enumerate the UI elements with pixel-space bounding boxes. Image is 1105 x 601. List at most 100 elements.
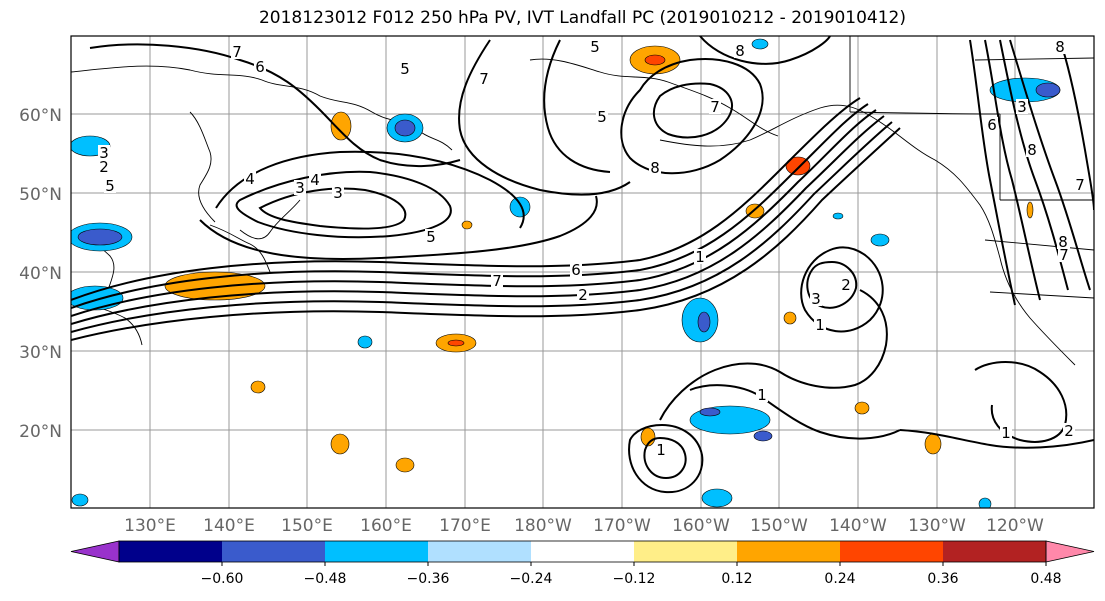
contour-label: 7 xyxy=(232,43,242,61)
colorbar-tick-label: −0.60 xyxy=(201,571,244,587)
colorbar-tick-label: 0.48 xyxy=(1030,571,1061,587)
contour-label: 8 xyxy=(735,42,745,60)
contour-label: 7 xyxy=(1075,176,1085,194)
colorbar-frame xyxy=(118,540,1047,563)
contour-label: 8 xyxy=(1055,38,1065,56)
contour-label-bg xyxy=(734,43,746,58)
colorbar xyxy=(70,540,1095,563)
lat-label: 30°N xyxy=(19,343,62,363)
contour-label: 6 xyxy=(571,261,581,279)
colorbar-extend-high xyxy=(1045,540,1095,563)
lon-label: 150°W xyxy=(750,516,808,536)
lon-label: 130°E xyxy=(124,516,176,536)
colorbar-segment xyxy=(634,541,738,562)
colorbar-tick-label: −0.48 xyxy=(304,571,347,587)
contour-label: 8 xyxy=(650,159,660,177)
contour-label-bg xyxy=(294,180,306,195)
contour-label-bg xyxy=(244,171,256,186)
colorbar-segment xyxy=(428,541,532,562)
lon-label: 160°W xyxy=(672,516,730,536)
lat-label: 60°N xyxy=(19,106,62,126)
colorbar-tick-label: 0.24 xyxy=(824,571,855,587)
colorbar-tick-label: −0.36 xyxy=(407,571,450,587)
contour-label-bg xyxy=(1016,99,1028,114)
contour-label-bg xyxy=(1057,234,1069,249)
colorbar-tick-label: 0.36 xyxy=(927,571,958,587)
lat-label: 50°N xyxy=(19,185,62,205)
contour-label-bg xyxy=(649,160,661,175)
colorbar-tick-label: −0.12 xyxy=(613,571,656,587)
contour-label-bg xyxy=(254,59,266,74)
contour-label-bg xyxy=(570,262,582,277)
contour-label: 4 xyxy=(245,170,255,188)
contour-label: 1 xyxy=(815,316,825,334)
lon-label: 180°W xyxy=(514,516,572,536)
contour-label: 3 xyxy=(99,144,109,162)
contour-label-bg xyxy=(491,273,503,288)
colorbar-extend-low xyxy=(70,540,120,563)
lon-label: 170°W xyxy=(593,516,651,536)
contour-label-bg xyxy=(655,442,667,457)
longitude-labels: 130°E 140°E 150°E 160°E 170°E 180°W 170°… xyxy=(124,516,1044,536)
lon-label: 130°W xyxy=(908,516,966,536)
contour-label: 2 xyxy=(99,158,109,176)
contour-label: 2 xyxy=(841,276,851,294)
contour-label: 6 xyxy=(255,58,265,76)
contour-label-bg xyxy=(478,71,490,86)
contour-label: 1 xyxy=(656,441,666,459)
contour-label-bg xyxy=(1058,247,1070,262)
ivt-contours xyxy=(71,36,1094,494)
contour-label: 4 xyxy=(310,171,320,189)
contour-label-bg xyxy=(1063,423,1075,438)
colorbar-tick-label: 0.12 xyxy=(721,571,752,587)
contour-label: 5 xyxy=(400,60,410,78)
map-title: 2018123012 F012 250 hPa PV, IVT Landfall… xyxy=(258,8,906,28)
colorbar-segment xyxy=(840,541,944,562)
pv-negative-anomalies xyxy=(71,38,1061,508)
colorbar-tick-label: −0.24 xyxy=(510,571,553,587)
lon-label: 140°E xyxy=(203,516,255,536)
contour-label-bg xyxy=(332,185,344,200)
contour-label-bg xyxy=(810,291,822,306)
contour-label-bg xyxy=(425,229,437,244)
contour-label: 3 xyxy=(811,290,821,308)
contour-label: 5 xyxy=(105,177,115,195)
contour-label: 8 xyxy=(1027,141,1037,159)
lat-label: 20°N xyxy=(19,422,62,442)
contour-label-bg xyxy=(104,178,116,193)
colorbar-segment xyxy=(325,541,429,562)
contour-label: 3 xyxy=(1017,98,1027,116)
contour-label-bg xyxy=(814,317,826,332)
colorbar-segment xyxy=(119,541,223,562)
colorbar-tick-labels: −0.60 −0.48 −0.36 −0.24 −0.12 0.12 0.24 0.36 0.4… xyxy=(201,562,1062,587)
contour-label: 6 xyxy=(987,116,997,134)
contour-label-bg xyxy=(309,172,321,187)
contour-label: 1 xyxy=(757,386,767,404)
contour-label-bg xyxy=(231,44,243,59)
contour-label: 1 xyxy=(695,248,705,266)
map-frame xyxy=(70,35,1095,509)
contour-label: 7 xyxy=(1059,246,1069,264)
colorbar-segment xyxy=(222,541,326,562)
contour-label-bg xyxy=(98,145,110,160)
colorbar-segment xyxy=(531,541,635,562)
contour-label: 3 xyxy=(333,184,343,202)
contour-label: 2 xyxy=(1064,422,1074,440)
contour-label-bg xyxy=(709,99,721,114)
lon-label: 160°E xyxy=(360,516,412,536)
lat-label: 40°N xyxy=(19,264,62,284)
latitude-labels: 60°N 50°N 40°N 30°N 20°N xyxy=(19,106,62,442)
contour-label: 3 xyxy=(295,179,305,197)
lon-label: 170°E xyxy=(439,516,491,536)
contour-label: 5 xyxy=(426,228,436,246)
contour-label: 2 xyxy=(578,286,588,304)
colorbar-segment xyxy=(737,541,841,562)
contour-label-bg xyxy=(596,109,608,124)
contour-label: 8 xyxy=(1058,233,1068,251)
colorbar-segment xyxy=(943,541,1047,562)
contour-label-bg xyxy=(399,61,411,76)
lon-label: 150°E xyxy=(281,516,333,536)
lon-label: 140°W xyxy=(829,516,887,536)
